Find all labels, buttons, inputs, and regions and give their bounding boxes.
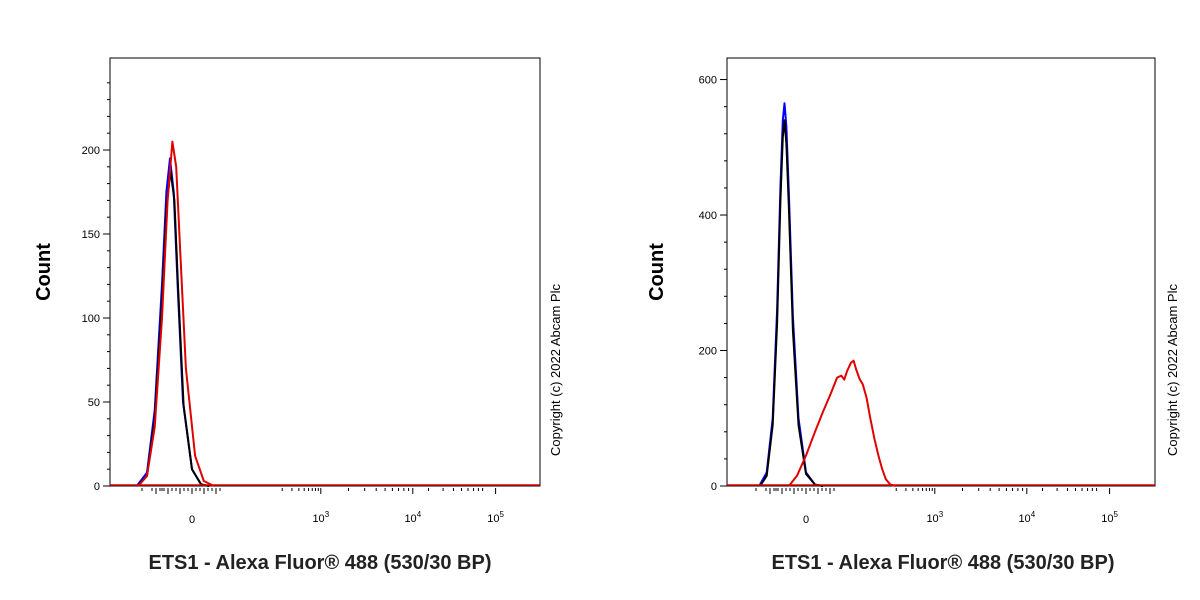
x-tick-label: 0 [189, 514, 195, 526]
plot-frame-left [109, 57, 541, 487]
x-tick-exp: 3 [325, 510, 330, 519]
y-tick-label: 50 [88, 397, 100, 409]
y-axis-ticks-left: 0 50 100 150 200 [82, 82, 110, 493]
x-tick-exp: 5 [1113, 510, 1118, 519]
series-line-0 [136, 157, 210, 487]
y-tick-label: 400 [699, 210, 717, 222]
series-line-1 [136, 169, 210, 487]
x-tick-exp: 3 [939, 510, 944, 519]
x-axis-ticks-left: 0 103 104 105 [141, 488, 504, 526]
x-axis-label-right: ETS1 - Alexa Fluor® 488 (530/30 BP) [771, 552, 1114, 574]
x-tick-label: 103 [312, 510, 329, 525]
y-tick-label: 600 [699, 75, 717, 87]
series-group-right [727, 102, 1155, 487]
x-tick-label: 105 [487, 510, 504, 525]
x-tick-exp: 4 [1031, 510, 1036, 519]
x-tick-label: 104 [404, 510, 421, 525]
series-line-2 [137, 140, 215, 487]
x-tick-exp: 5 [499, 510, 504, 519]
copyright-left: Copyright (c) 2022 Abcam Plc [548, 284, 563, 456]
x-tick-base: 10 [1018, 513, 1030, 525]
y-tick-label: 200 [699, 346, 717, 358]
y-axis-ticks-right: 0 200 400 600 [699, 75, 727, 493]
y-tick-label: 0 [94, 481, 100, 493]
x-axis-label-left: ETS1 - Alexa Fluor® 488 (530/30 BP) [148, 552, 491, 574]
x-tick-base: 10 [926, 513, 938, 525]
y-axis-label-left: Count [33, 243, 55, 301]
series-group-left [110, 140, 540, 487]
y-axis-label-right: Count [646, 243, 668, 301]
y-tick-label: 0 [711, 481, 717, 493]
x-tick-label: 105 [1101, 510, 1118, 525]
x-tick-base: 10 [312, 513, 324, 525]
y-tick-label: 100 [82, 313, 100, 325]
y-tick-label: 200 [82, 145, 100, 157]
x-axis-ticks-right: 0 103 104 105 [755, 488, 1118, 526]
x-tick-base: 10 [1101, 513, 1113, 525]
series-line-2 [788, 359, 897, 487]
series-line-1 [759, 119, 824, 487]
x-tick-label: 0 [803, 514, 809, 526]
x-tick-label: 103 [926, 510, 943, 525]
x-tick-label: 104 [1018, 510, 1035, 525]
plot-frame-right [726, 57, 1156, 487]
x-tick-base: 10 [487, 513, 499, 525]
x-tick-base: 10 [404, 513, 416, 525]
copyright-right: Copyright (c) 2022 Abcam Plc [1165, 284, 1180, 456]
x-tick-exp: 4 [417, 510, 422, 519]
y-tick-label: 150 [82, 229, 100, 241]
